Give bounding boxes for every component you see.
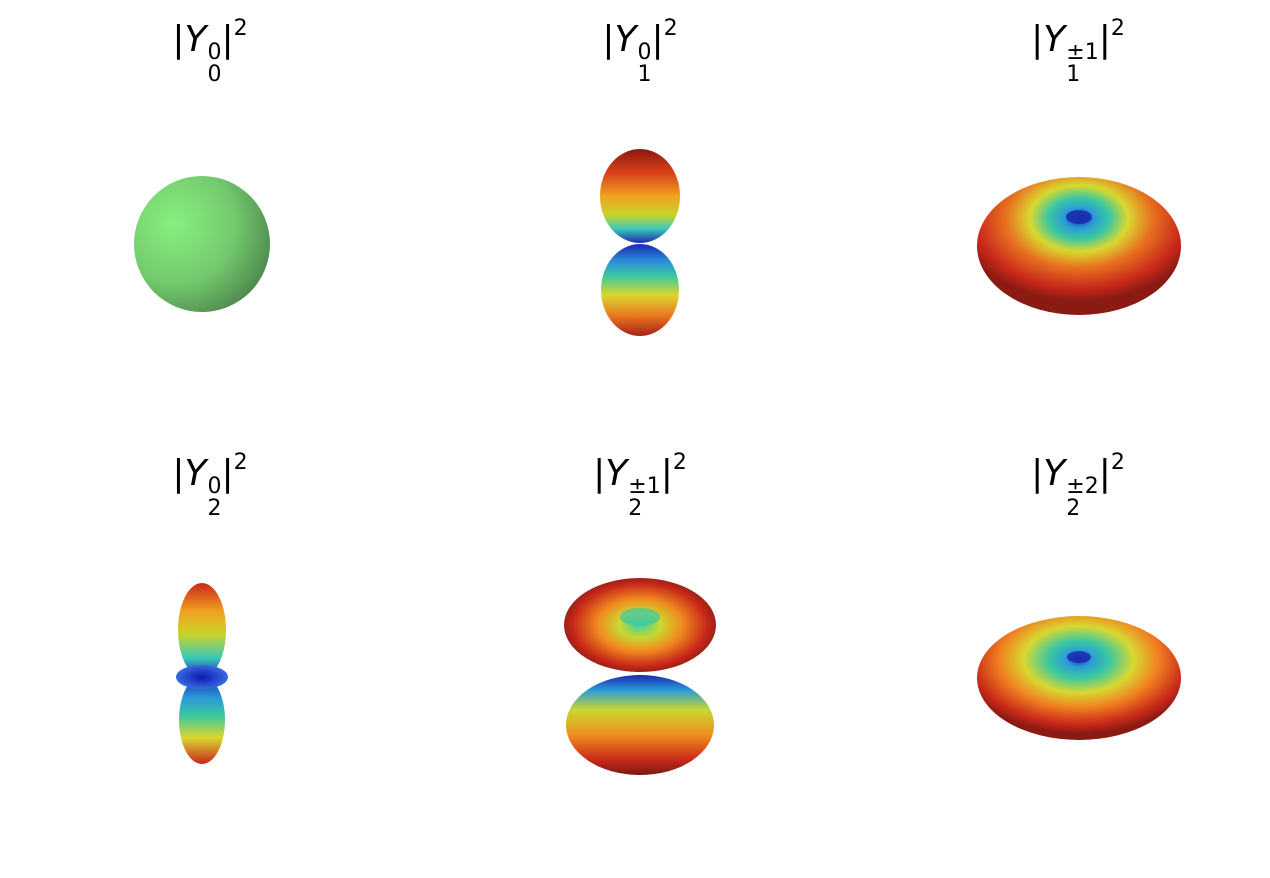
torus-hole — [1067, 651, 1091, 663]
subscript-l: 2 — [628, 496, 643, 521]
symbol-y: Y — [605, 453, 628, 494]
dz2-shape — [176, 583, 228, 764]
symbol-y: Y — [184, 19, 207, 60]
panel-y21: |Y ±1 2 |2 — [430, 434, 850, 864]
panel-y10: |Y 0 1 |2 — [430, 0, 850, 430]
symbol-y: Y — [184, 453, 207, 494]
flat-torus-shape — [977, 616, 1181, 740]
power-exponent: 2 — [233, 450, 248, 475]
torus-hole — [1066, 210, 1092, 224]
lower-lobe — [566, 675, 714, 775]
sphere-shape — [134, 176, 270, 312]
panel-title: |Y 0 2 |2 — [172, 450, 248, 521]
torus-surface — [977, 616, 1181, 740]
superscript-m: 0 — [207, 474, 222, 499]
subscript-l: 1 — [1066, 62, 1081, 87]
torus-surface — [977, 177, 1181, 315]
symbol-y: Y — [614, 19, 637, 60]
power-exponent: 2 — [233, 16, 248, 41]
panel-title: |Y 0 1 |2 — [602, 16, 678, 87]
upper-lobe — [600, 149, 680, 243]
superscript-m: ±1 — [628, 474, 661, 499]
panel-title: |Y ±2 2 |2 — [1031, 450, 1125, 521]
equatorial-ring — [176, 665, 228, 689]
superscript-m: 0 — [637, 40, 652, 65]
superscript-m: ±1 — [1066, 40, 1099, 65]
symbol-y: Y — [1043, 453, 1066, 494]
superscript-m: 0 — [207, 40, 222, 65]
panel-title: |Y ±1 2 |2 — [593, 450, 687, 521]
panel-y11: |Y ±1 1 |2 — [868, 0, 1270, 430]
upper-lobe — [178, 583, 226, 677]
torus-shape — [977, 177, 1181, 315]
power-exponent: 2 — [1110, 16, 1125, 41]
panel-y00: |Y 0 0 |2 — [0, 0, 420, 430]
panel-y22: |Y ±2 2 |2 — [868, 434, 1270, 864]
subscript-l: 0 — [207, 62, 222, 87]
upper-opening — [620, 608, 660, 626]
sphere-surface — [134, 176, 270, 312]
panel-y20: |Y 0 2 |2 — [0, 434, 420, 864]
superscript-m: ±2 — [1066, 474, 1099, 499]
subscript-l: 2 — [1066, 496, 1081, 521]
panel-title: |Y ±1 1 |2 — [1031, 16, 1125, 87]
subscript-l: 1 — [637, 62, 652, 87]
dumbbell-shape — [600, 149, 680, 336]
double-cone-shape — [564, 578, 716, 775]
lower-lobe — [601, 244, 679, 336]
power-exponent: 2 — [1110, 450, 1125, 475]
panel-title: |Y 0 0 |2 — [172, 16, 248, 87]
power-exponent: 2 — [663, 16, 678, 41]
power-exponent: 2 — [672, 450, 687, 475]
subscript-l: 2 — [207, 496, 222, 521]
symbol-y: Y — [1043, 19, 1066, 60]
lower-lobe — [179, 676, 225, 764]
